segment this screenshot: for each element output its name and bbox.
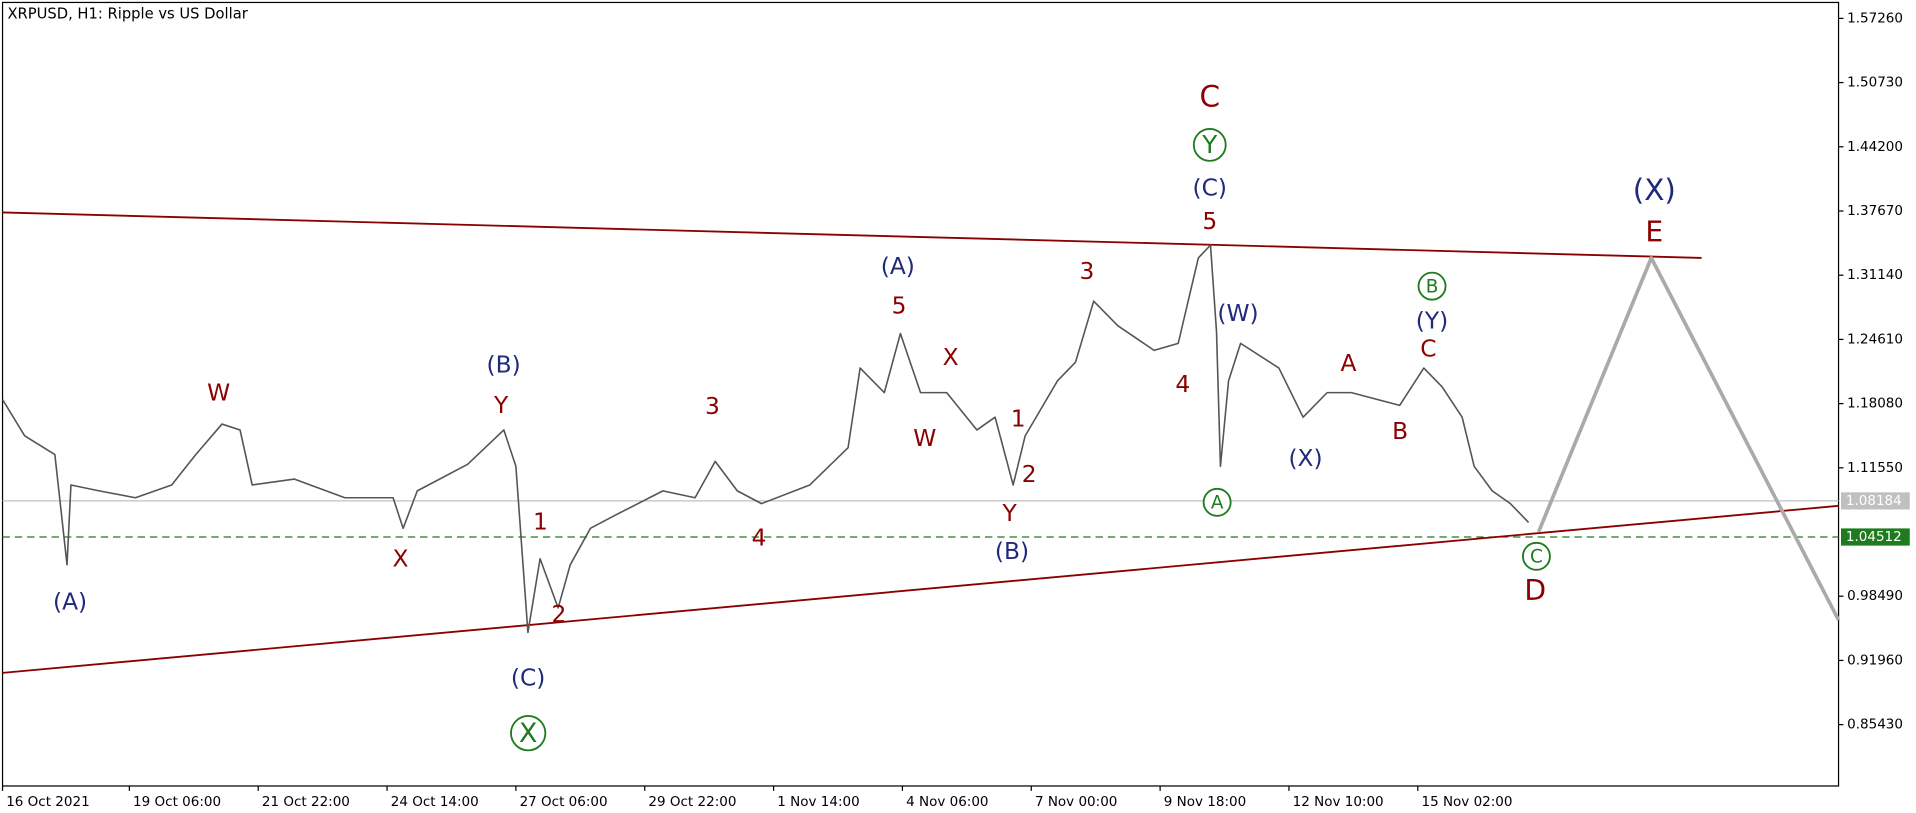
wave-label: 3 [1080,257,1095,285]
wave-label: (W) [1217,299,1258,327]
y-tick-label: 1.37670 [1847,203,1903,219]
wave-circle [1417,271,1447,301]
wave-label: X [519,718,538,749]
wave-label: B [1426,276,1439,297]
wave-label: A [1211,493,1224,514]
wave-label: E [1645,215,1663,248]
wave-label: (C) [1193,174,1228,202]
y-tick-label: 1.50730 [1847,75,1903,91]
x-tick-label: 4 Nov 06:00 [906,794,988,810]
wave-label: 1 [533,508,548,536]
x-tick-label: 24 Oct 14:00 [391,794,479,810]
wave-label: X [392,545,408,573]
x-tick-label: 16 Oct 2021 [6,794,89,810]
wave-circle [1192,128,1227,162]
trend-line [2,211,1702,259]
wave-label: C [1199,80,1220,114]
price-label: 1.04512 [1846,529,1902,545]
x-tick-label: 1 Nov 14:00 [777,794,859,810]
wave-label: 4 [752,524,767,552]
price-label-box [1841,492,1910,510]
wave-label: 3 [705,392,720,420]
price-label: 1.08184 [1846,493,1902,509]
wave-label: W [913,424,936,452]
wave-label: (C) [511,664,546,692]
x-tick-label: 29 Oct 22:00 [648,794,736,810]
y-tick-label: 1.57260 [1847,10,1903,26]
wave-label: 2 [1022,460,1037,488]
y-tick-label: 0.98490 [1847,588,1903,604]
x-tick-label: 12 Nov 10:00 [1293,794,1384,810]
y-tick-label: 0.91960 [1847,652,1903,668]
y-tick-label: 1.24610 [1847,331,1903,347]
price-label-box [1841,528,1910,546]
wave-label: D [1524,574,1546,607]
wave-label: 4 [1175,370,1190,398]
wave-label: C [1530,547,1543,568]
y-tick-label: 1.11550 [1847,460,1903,476]
wave-label: (A) [53,587,87,615]
wave-label: B [1392,417,1408,445]
price-line-series [1,244,1530,634]
wave-circle [510,715,547,752]
wave-label: (X) [1288,444,1322,472]
wave-label: Y [493,391,509,419]
wave-label: A [1341,349,1357,377]
wave-label: (X) [1633,173,1676,207]
wave-label: (B) [486,350,520,378]
wave-label: Y [1201,130,1218,159]
wave-label: C [1420,335,1436,363]
wave-label: W [207,379,230,407]
wave-label: 2 [551,600,566,628]
wave-label: (Y) [1416,306,1448,334]
x-tick-label: 9 Nov 18:00 [1164,794,1246,810]
y-tick-label: 1.31140 [1847,267,1903,283]
y-tick-label: 1.18080 [1847,396,1903,412]
wave-label: X [943,343,959,371]
x-tick-label: 7 Nov 00:00 [1035,794,1117,810]
wave-label: Y [1001,499,1017,527]
wave-label: (A) [881,252,915,280]
trend-line [1536,256,1841,621]
plot-frame [1,1,1840,787]
x-tick-label: 15 Nov 02:00 [1421,794,1512,810]
x-tick-label: 27 Oct 06:00 [520,794,608,810]
wave-label: (B) [995,537,1029,565]
wave-label: 5 [892,292,907,320]
wave-circle [1522,541,1551,571]
wave-circle [1202,487,1232,517]
x-tick-label: 19 Oct 06:00 [133,794,221,810]
wave-label: 5 [1202,207,1217,235]
x-tick-label: 21 Oct 22:00 [262,794,350,810]
trend-line [2,504,1839,674]
y-tick-label: 0.85430 [1847,717,1903,733]
y-tick-label: 1.44200 [1847,139,1903,155]
chart-title: XRPUSD, H1: Ripple vs US Dollar [7,6,248,23]
wave-label: 1 [1011,405,1026,433]
